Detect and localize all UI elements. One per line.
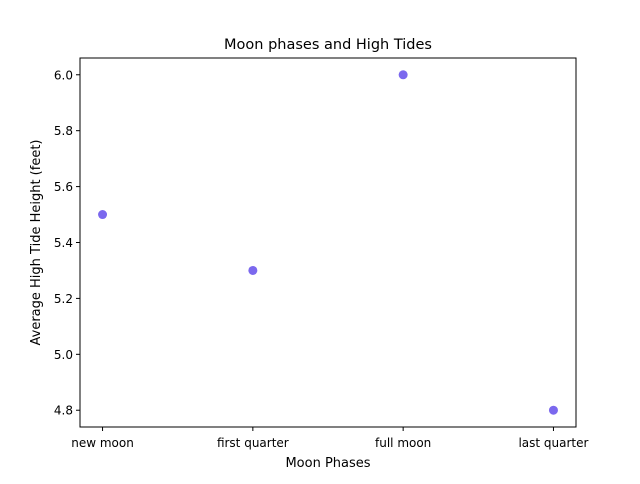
scatter-point [98, 210, 108, 220]
y-tick-label: 5.4 [54, 236, 73, 250]
chart-title: Moon phases and High Tides [224, 37, 432, 53]
y-tick-label: 5.6 [54, 180, 73, 194]
y-tick-label: 5.8 [54, 124, 73, 138]
scatter-point [398, 70, 408, 80]
y-tick-label: 6.0 [54, 68, 73, 82]
x-axis-label: Moon Phases [285, 456, 370, 471]
x-tick-label: full moon [375, 436, 431, 450]
y-tick-label: 5.2 [54, 292, 73, 306]
y-axis: 4.8 5.0 5.2 5.4 5.6 5.8 6.0 [54, 68, 80, 418]
x-axis: new moon first quarter full moon last quart… [71, 427, 589, 450]
y-tick-label: 4.8 [54, 404, 73, 418]
x-tick-label: last quarter [518, 436, 588, 450]
x-tick-label: first quarter [217, 436, 289, 450]
scatter-point [548, 405, 558, 415]
y-axis-label: Average High Tide Height (feet) [29, 140, 44, 346]
y-tick-label: 5.0 [54, 348, 73, 362]
plot-area-frame [79, 57, 577, 428]
scatter-point [248, 265, 258, 275]
data-points [98, 70, 558, 415]
x-tick-label: new moon [71, 436, 134, 450]
